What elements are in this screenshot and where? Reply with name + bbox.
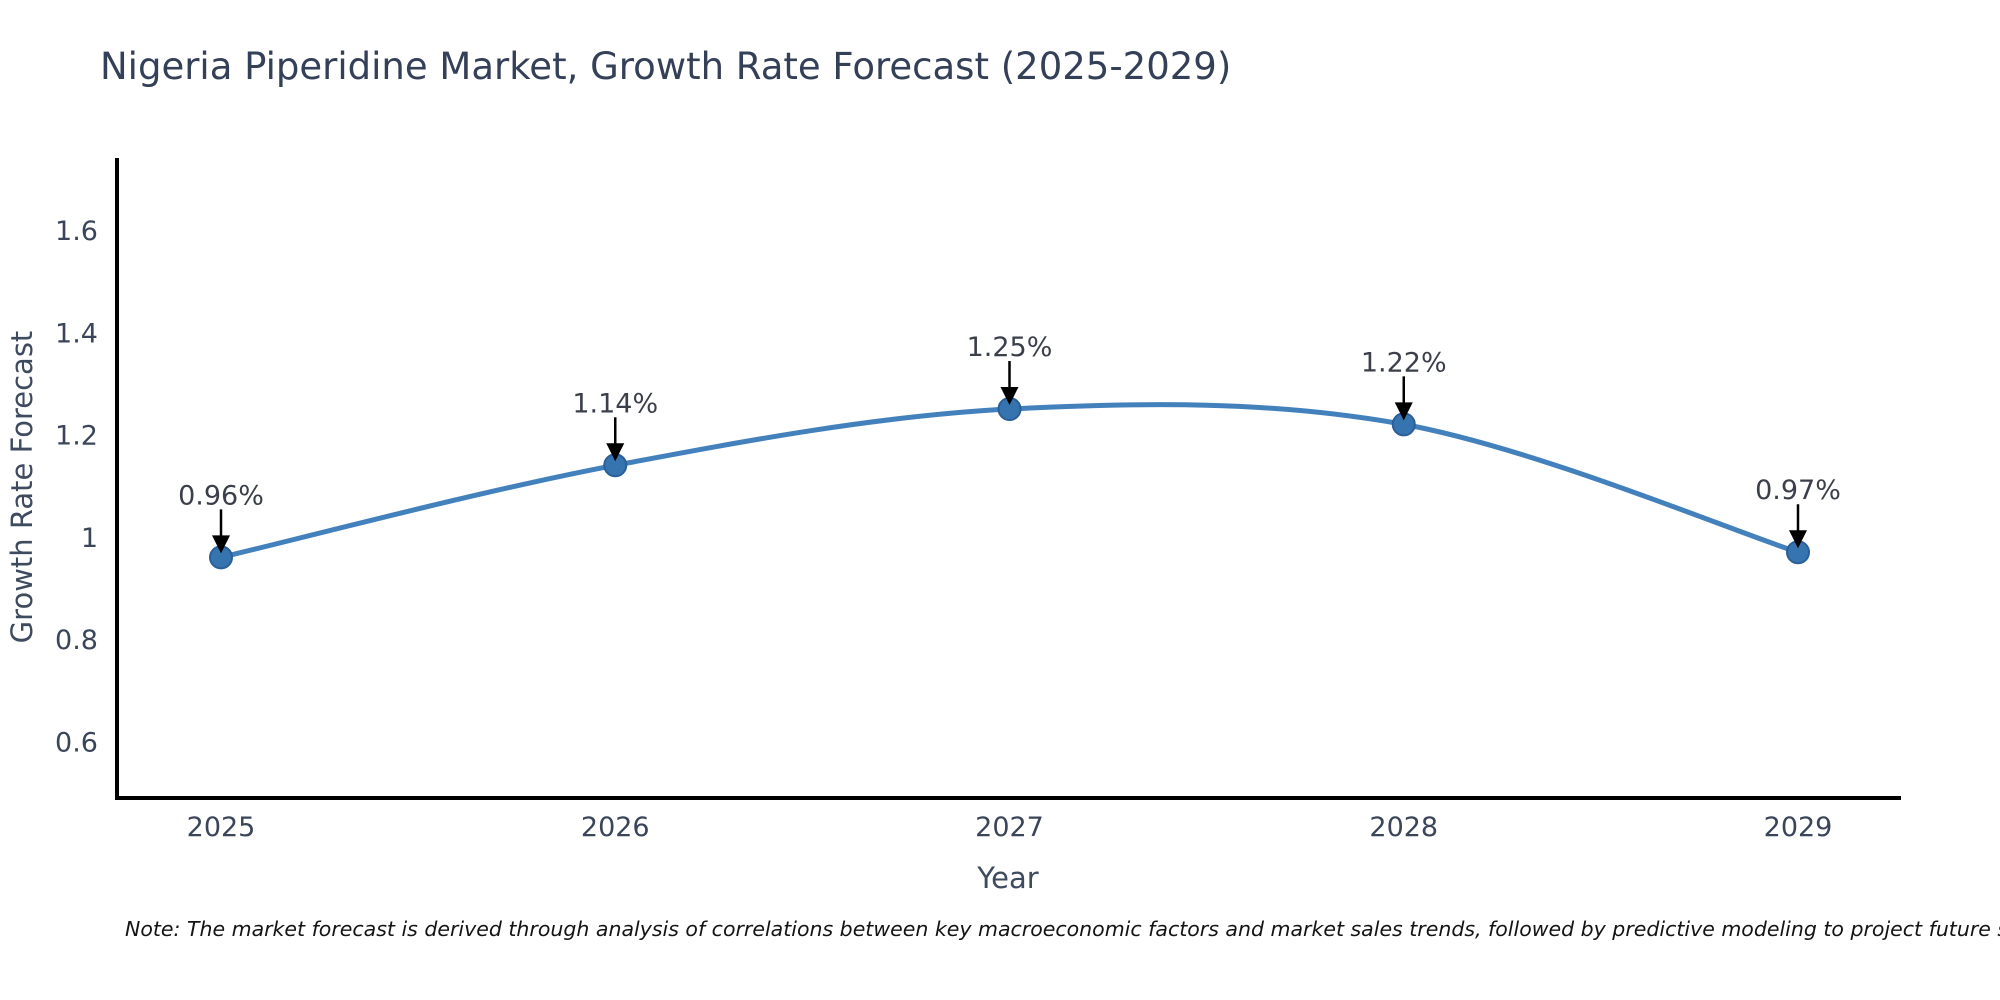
x-tick-label: 2025	[187, 812, 256, 843]
y-tick-label: 0.8	[55, 625, 98, 656]
point-arrow-down-icon	[606, 443, 625, 462]
point-arrow-down-icon	[1394, 402, 1413, 421]
y-tick-label: 1	[81, 523, 98, 554]
chart-title: Nigeria Piperidine Market, Growth Rate F…	[100, 45, 1232, 88]
y-tick-label: 1.2	[55, 421, 98, 452]
point-value-label: 0.97%	[1755, 475, 1841, 506]
y-tick-label: 1.4	[55, 318, 98, 349]
y-axis-title: Growth Rate Forecast	[5, 331, 39, 644]
point-arrow-down-icon	[212, 535, 230, 554]
x-tick-label: 2028	[1369, 812, 1438, 843]
y-tick-label: 0.6	[55, 728, 98, 759]
point-value-label: 1.25%	[967, 332, 1053, 363]
point-arrow-down-icon	[1000, 387, 1019, 406]
x-tick-label: 2026	[581, 812, 650, 843]
point-annotations: 0.96% 1.14% 1.25% 1.22% 0.97%	[178, 332, 1841, 554]
x-tick-labels: 2025 2026 2027 2028 2029	[187, 812, 1833, 843]
x-tick-label: 2027	[975, 812, 1044, 843]
x-tick-label: 2029	[1764, 812, 1833, 843]
point-value-label: 1.14%	[572, 388, 658, 419]
y-tick-labels: 0.6 0.8 1 1.2 1.4 1.6	[55, 216, 98, 759]
point-value-label: 1.22%	[1361, 347, 1447, 378]
x-axis-title: Year	[976, 861, 1038, 895]
data-point-markers	[209, 397, 1810, 570]
footnote: Note: The market forecast is derived thr…	[125, 917, 2000, 941]
point-value-label: 0.96%	[178, 480, 264, 511]
y-tick-label: 1.6	[55, 216, 98, 247]
point-arrow-down-icon	[1789, 530, 1807, 549]
trend-line	[218, 402, 1801, 560]
